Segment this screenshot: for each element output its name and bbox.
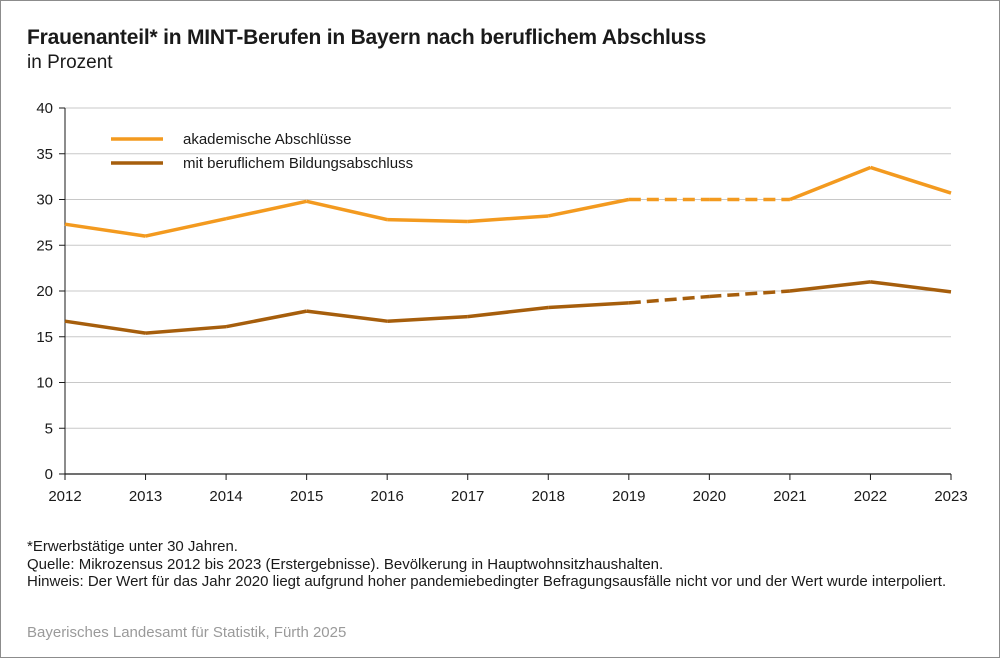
x-tick-label-2018: 2018 <box>532 488 565 505</box>
line-segment-beruflich-2012-2013 <box>64 319 146 335</box>
y-tick-label-5: 5 <box>45 420 53 437</box>
x-tick-label-2012: 2012 <box>48 488 81 505</box>
line-segment-akademisch-2018-2019 <box>547 197 630 218</box>
y-tick-label-25: 25 <box>36 237 53 254</box>
x-axis: 2012 2013 2014 2015 2016 2017 2018 2019 2020 2021… <box>48 473 968 505</box>
line-segment-akademisch-2015-2016 <box>306 199 388 222</box>
chart-title: Frauenanteil* in MINT-Berufen in Bayern … <box>27 26 707 49</box>
line-segment-akademisch-2021-2022 <box>789 165 872 202</box>
footnote-asterisk: *Erwerbstätige unter 30 Jahren. <box>27 538 238 555</box>
x-tick-label-2020: 2020 <box>693 488 726 505</box>
line-segment-akademisch-2022-2023 <box>869 165 952 195</box>
grid-lines <box>65 107 951 429</box>
y-tick-label-15: 15 <box>36 329 53 346</box>
series-lines <box>64 165 952 335</box>
line-segment-akademisch-2017-2018 <box>467 214 549 224</box>
line-segment-beruflich-2022-2023 <box>870 280 952 294</box>
legend: akademische Abschlüsse mit beruflichem B… <box>111 131 413 172</box>
footnotes: *Erwerbstätige unter 30 Jahren. Quelle: … <box>27 538 977 591</box>
line-segment-beruflich-2014-2015 <box>225 309 307 329</box>
line-segment-akademisch-2016-2017 <box>387 217 468 224</box>
y-tick-label-40: 40 <box>36 100 53 117</box>
y-tick-label-30: 30 <box>36 192 53 209</box>
line-segment-beruflich-2017-2018 <box>467 305 549 319</box>
footnote-source: Quelle: Mikrozensus 2012 bis 2023 (Erste… <box>27 555 664 573</box>
x-tick-label-2016: 2016 <box>370 488 403 505</box>
line-segment-beruflich-2021-2022 <box>789 280 871 293</box>
x-tick-label-2022: 2022 <box>854 488 887 505</box>
line-segment-beruflich-2016-2017 <box>387 314 468 323</box>
y-tick-label-20: 20 <box>36 283 53 300</box>
line-segment-beruflich-2019-2020 <box>628 294 710 305</box>
line-segment-akademisch-2012-2013 <box>64 222 146 238</box>
line-segment-beruflich-2013-2014 <box>145 324 227 335</box>
x-tick-label-2013: 2013 <box>129 488 162 505</box>
line-segment-beruflich-2018-2019 <box>548 301 629 310</box>
legend-label-akademisch: akademische Abschlüsse <box>183 131 351 148</box>
y-tick-label-0: 0 <box>45 466 53 483</box>
x-tick-label-2019: 2019 <box>612 488 645 505</box>
legend-label-beruflich: mit beruflichem Bildungsabschluss <box>183 155 413 172</box>
line-segment-beruflich-2015-2016 <box>306 309 388 323</box>
line-segment-akademisch-2014-2015 <box>225 199 308 221</box>
line-segment-akademisch-2013-2014 <box>145 217 227 238</box>
footnote-hint: Hinweis: Der Wert für das Jahr 2020 lieg… <box>27 573 947 590</box>
x-tick-label-2017: 2017 <box>451 488 484 505</box>
line-segment-beruflich-2020-2021 <box>709 289 791 299</box>
chart-subtitle: in Prozent <box>27 52 113 73</box>
y-axis: 0 5 10 15 20 25 30 35 40 <box>36 100 66 483</box>
x-tick-label-2023: 2023 <box>934 488 967 505</box>
x-tick-label-2015: 2015 <box>290 488 323 505</box>
publisher-credit: Bayerisches Landesamt für Statistik, Für… <box>27 624 347 641</box>
x-tick-label-2014: 2014 <box>209 488 242 505</box>
y-tick-label-35: 35 <box>36 146 53 163</box>
x-tick-label-2021: 2021 <box>773 488 806 505</box>
y-tick-label-10: 10 <box>36 375 53 392</box>
